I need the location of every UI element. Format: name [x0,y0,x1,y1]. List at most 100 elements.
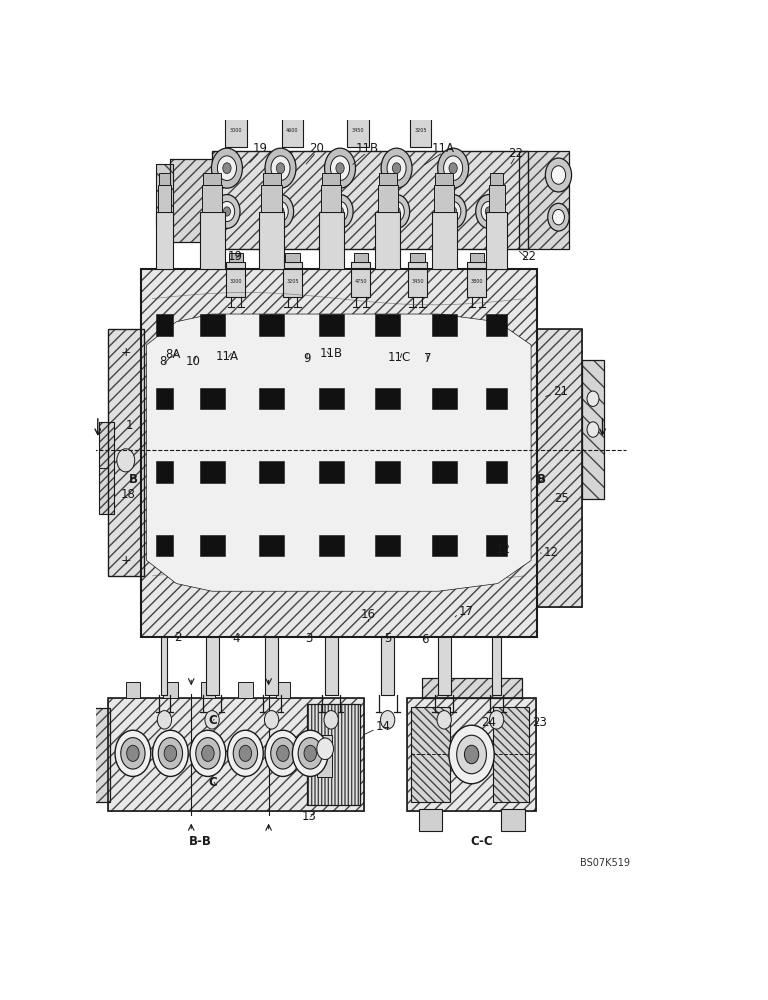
Circle shape [327,195,353,228]
Circle shape [445,201,461,221]
Circle shape [233,738,257,769]
Text: 2: 2 [174,631,182,644]
Bar [501,809,525,831]
Bar [434,185,455,212]
Circle shape [481,201,497,221]
Bar [283,262,302,297]
Text: 8: 8 [159,355,167,368]
Bar [432,314,457,336]
Circle shape [223,163,231,174]
Bar [155,388,174,409]
Bar [581,360,604,499]
Circle shape [330,156,349,180]
Bar [284,98,301,110]
Circle shape [324,711,338,729]
Text: 12: 12 [495,543,511,556]
Circle shape [304,745,316,761]
Bar [375,388,400,409]
Circle shape [489,711,504,729]
Bar [99,422,114,514]
Bar [108,698,364,811]
Bar [200,212,224,269]
Bar [422,678,521,698]
Circle shape [545,158,571,192]
Circle shape [214,195,240,228]
Bar [319,314,343,336]
Bar [259,535,284,556]
Circle shape [548,203,569,231]
Circle shape [227,730,263,776]
Text: 5: 5 [384,632,392,645]
Circle shape [115,730,151,776]
Bar [212,151,528,249]
Bar [486,314,507,336]
Bar [227,98,244,110]
Bar [170,158,215,242]
Bar [155,461,174,483]
Circle shape [317,738,333,760]
Bar [468,262,486,297]
Bar [408,262,427,297]
Bar [155,164,174,226]
Bar [581,360,604,499]
Bar [486,388,507,409]
Bar [349,98,366,110]
Circle shape [381,148,412,188]
Text: 4600: 4600 [286,128,299,133]
Circle shape [157,208,171,226]
Text: 14: 14 [376,720,391,733]
Text: 3205: 3205 [286,279,299,284]
Bar [159,173,170,185]
Bar [435,173,453,185]
Text: +: + [121,346,131,359]
Text: B-B: B-B [189,835,212,848]
Bar [407,698,537,811]
Circle shape [273,201,288,221]
Bar [409,110,431,147]
Text: 17: 17 [458,605,474,618]
Bar [108,329,144,576]
Circle shape [265,730,301,776]
Bar [407,698,537,811]
Circle shape [205,711,219,729]
Text: 24: 24 [482,716,496,729]
Bar [200,682,215,698]
Bar [486,535,507,556]
Circle shape [264,711,279,729]
Bar [412,98,429,110]
Bar [518,151,569,249]
Text: C: C [208,714,217,727]
Circle shape [164,745,177,761]
Circle shape [438,148,468,188]
Circle shape [475,195,502,228]
Bar [537,329,581,607]
Circle shape [211,148,243,188]
Circle shape [202,745,214,761]
Text: 3450: 3450 [411,279,424,284]
Text: 22: 22 [508,147,523,160]
Text: 7: 7 [425,352,432,365]
Bar [412,707,450,802]
FancyBboxPatch shape [155,459,221,544]
Circle shape [117,449,134,472]
Bar [238,682,253,698]
PathPatch shape [147,314,531,591]
Bar [412,707,450,802]
Bar [319,212,343,269]
Bar [317,735,333,777]
Bar [432,535,457,556]
Circle shape [277,207,284,216]
Bar [265,637,278,695]
Bar [141,269,537,637]
Bar [321,185,341,212]
Bar [227,262,246,297]
Bar [432,461,457,483]
Circle shape [336,207,343,216]
Bar [161,637,167,695]
Circle shape [380,711,395,729]
Text: 9: 9 [303,352,310,365]
Circle shape [392,163,401,174]
Bar [488,185,505,212]
Bar [493,707,528,802]
Bar [263,173,280,185]
